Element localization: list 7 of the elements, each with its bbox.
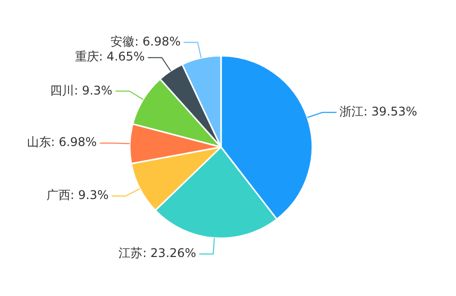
slice-label: 山东: 6.98% <box>26 135 97 150</box>
slice-label: 重庆: 4.65% <box>74 50 145 64</box>
slice-label: 广西: 9.3% <box>46 188 109 202</box>
slice-label: 安徽: 6.98% <box>110 34 181 48</box>
slice-label: 江苏: 23.26% <box>118 246 196 260</box>
slice-label: 浙江: 39.53% <box>340 104 418 118</box>
slice-label: 四川: 9.3% <box>50 83 112 98</box>
